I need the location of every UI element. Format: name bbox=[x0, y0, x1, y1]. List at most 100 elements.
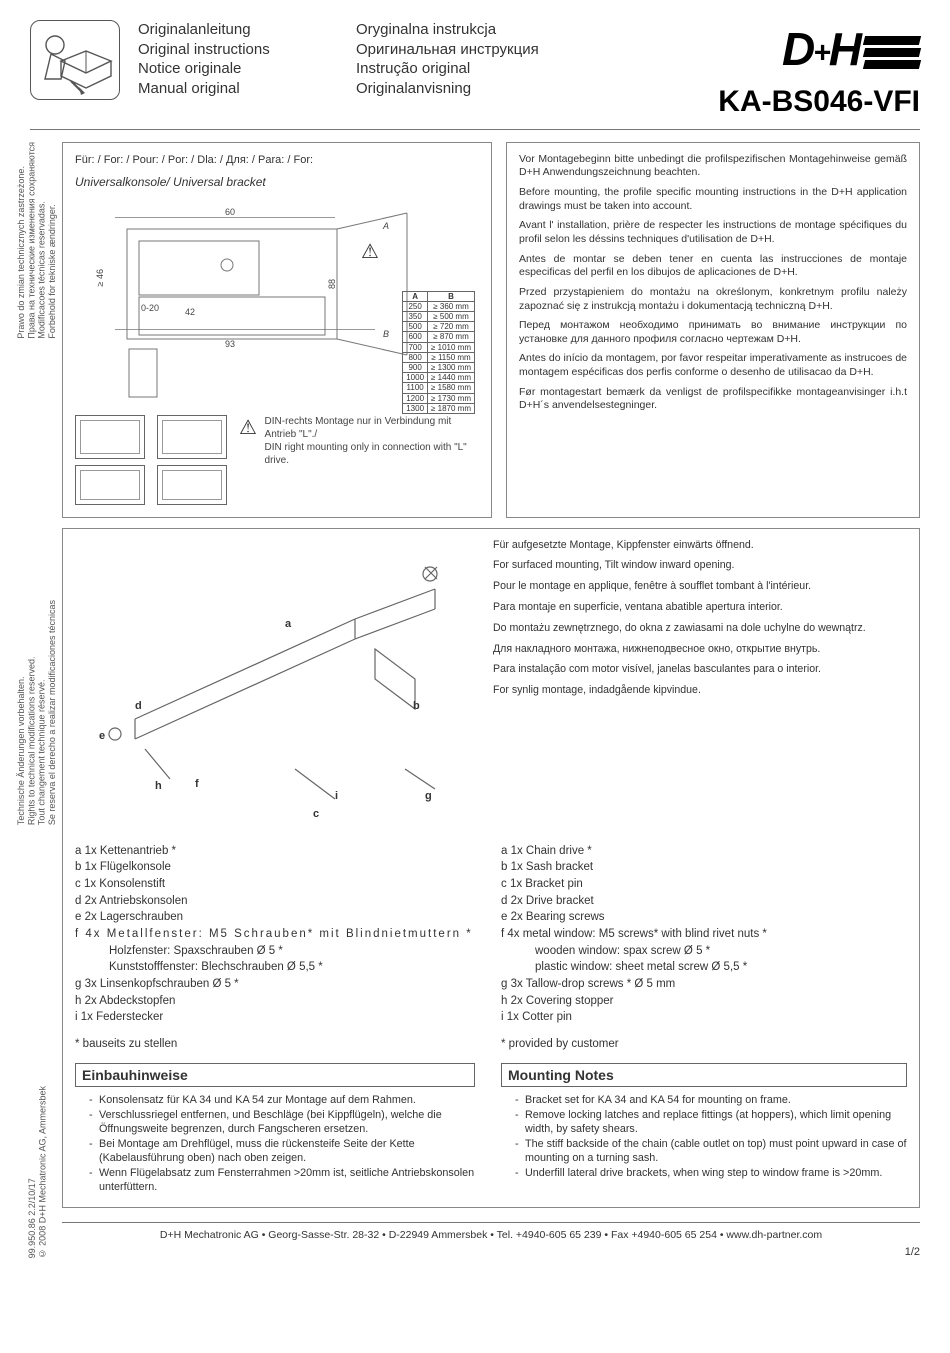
warn-text: Antes do início da montagem, por favor r… bbox=[519, 352, 907, 379]
mounting-description: Für aufgesetzte Montage, Kippfenster ein… bbox=[493, 539, 907, 839]
lang-line: Oryginalna instrukcja bbox=[356, 20, 576, 40]
install-item: The stiff backside of the chain (cable o… bbox=[515, 1137, 907, 1166]
part-line: d 2x Drive bracket bbox=[501, 893, 907, 910]
lang-line: Manual original bbox=[138, 79, 338, 99]
dim-label: 42 bbox=[185, 307, 195, 319]
window-symbol-icon bbox=[75, 465, 145, 505]
part-line: f 4x Metallfenster: M5 Schrauben* mit Bl… bbox=[75, 926, 475, 943]
dim-label: 60 bbox=[225, 207, 235, 219]
section-title-en: Mounting Notes bbox=[501, 1063, 907, 1087]
lang-line: Original instructions bbox=[138, 40, 338, 60]
part-line: a 1x Chain drive * bbox=[501, 843, 907, 860]
brand-logo: D+H bbox=[594, 20, 920, 80]
page-number: 1/2 bbox=[62, 1245, 920, 1259]
dim-label: 93 bbox=[225, 339, 235, 351]
desc-line: Para montaje en superficie, ventana abat… bbox=[493, 601, 907, 615]
margin-note: Prawo do zmian technicznych zastrzeżone.… bbox=[16, 142, 57, 339]
lang-line: Оригинальная инструкция bbox=[356, 40, 576, 60]
product-code: KA-BS046-VFI bbox=[594, 82, 920, 121]
din-note-text: DIN right mounting only in connection wi… bbox=[265, 441, 479, 467]
desc-line: For synlig montage, indadgående kipvindu… bbox=[493, 684, 907, 698]
install-notes-en: Bracket set for KA 34 and KA 54 for moun… bbox=[501, 1093, 907, 1180]
manual-icon bbox=[30, 20, 120, 100]
desc-line: Para instalação com motor visível, janel… bbox=[493, 663, 907, 677]
exploded-drawing: a b c d e f g h i bbox=[75, 539, 475, 839]
desc-line: Для накладного монтажа, нижнеподвесное о… bbox=[493, 643, 907, 657]
ab-dimension-table: AB 250≥ 360 mm 350≥ 500 mm 500≥ 720 mm 6… bbox=[402, 291, 475, 414]
window-symbol-icon bbox=[157, 415, 227, 459]
part-line: e 2x Lagerschrauben bbox=[75, 909, 475, 926]
lang-col-2: Oryginalna instrukcja Оригинальная инстр… bbox=[356, 20, 576, 98]
din-note-text: DIN-rechts Montage nur in Verbindung mit… bbox=[265, 415, 479, 441]
part-line: h 2x Abdeckstopfen bbox=[75, 993, 475, 1010]
install-item: Wenn Flügelabsatz zum Fensterrahmen >20m… bbox=[89, 1166, 475, 1195]
part-line: e 2x Bearing screws bbox=[501, 909, 907, 926]
brand-block: D+H KA-BS046-VFI bbox=[594, 20, 920, 121]
install-item: Bracket set for KA 34 and KA 54 for moun… bbox=[515, 1093, 907, 1108]
dim-label: 0-20 bbox=[141, 303, 159, 315]
left-margin-notes: Prawo do zmian technicznych zastrzeżone.… bbox=[30, 142, 44, 1259]
warn-text: Før montagestart bemærk da venligst de p… bbox=[519, 386, 907, 413]
for-line: Für: / For: / Pour: / Por: / Dla: / Для:… bbox=[75, 153, 479, 167]
part-line: d 2x Antriebskonsolen bbox=[75, 893, 475, 910]
install-item: Verschlussriegel entfernen, und Beschläg… bbox=[89, 1108, 475, 1137]
warn-text: Antes de montar se deben tener en cuenta… bbox=[519, 253, 907, 280]
lang-line: Originalanvisning bbox=[356, 79, 576, 99]
part-line: i 1x Cotter pin bbox=[501, 1009, 907, 1026]
dim-label: B bbox=[383, 329, 389, 341]
footer: D+H Mechatronic AG • Georg-Sasse-Str. 28… bbox=[62, 1222, 920, 1243]
install-item: Bei Montage am Drehflügel, muss die rück… bbox=[89, 1137, 475, 1166]
technical-drawing: 60 ≥ 46 0-20 42 93 88 A B AB 250≥ 360 mm… bbox=[75, 199, 479, 409]
part-line: b 1x Flügelkonsole bbox=[75, 859, 475, 876]
part-line: f 4x metal window: M5 screws* with blind… bbox=[501, 926, 907, 943]
dim-label: 88 bbox=[327, 279, 339, 289]
install-item: Underfill lateral drive brackets, when w… bbox=[515, 1166, 907, 1181]
desc-line: For surfaced mounting, Tilt window inwar… bbox=[493, 559, 907, 573]
warn-text: Перед монтажом необходимо принимать во в… bbox=[519, 319, 907, 346]
warning-icon bbox=[239, 415, 259, 435]
header: Originalanleitung Original instructions … bbox=[30, 20, 920, 121]
panel-bracket-drawing: Für: / For: / Pour: / Por: / Dla: / Для:… bbox=[62, 142, 492, 518]
desc-line: Pour le montage en applique, fenêtre à s… bbox=[493, 580, 907, 594]
warning-icon bbox=[361, 239, 383, 262]
part-line: b 1x Sash bracket bbox=[501, 859, 907, 876]
install-item: Remove locking latches and replace fitti… bbox=[515, 1108, 907, 1137]
part-line: g 3x Tallow-drop screws * Ø 5 mm bbox=[501, 976, 907, 993]
warn-text: Before mounting, the profile specific mo… bbox=[519, 186, 907, 213]
part-line: a 1x Kettenantrieb * bbox=[75, 843, 475, 860]
desc-line: Do montażu zewnętrznego, do okna z zawia… bbox=[493, 622, 907, 636]
dim-label: A bbox=[383, 221, 389, 233]
part-line: h 2x Covering stopper bbox=[501, 993, 907, 1010]
desc-line: Für aufgesetzte Montage, Kippfenster ein… bbox=[493, 539, 907, 553]
section-title-de: Einbauhinweise bbox=[75, 1063, 475, 1087]
window-symbol-icon bbox=[157, 465, 227, 505]
install-notes-de: Konsolensatz für KA 34 und KA 54 zur Mon… bbox=[75, 1093, 475, 1195]
lang-line: Originalanleitung bbox=[138, 20, 338, 40]
dim-label: ≥ 46 bbox=[95, 269, 107, 286]
panel-mounting-warning: Vor Montagebeginn bitte unbedingt die pr… bbox=[506, 142, 920, 518]
bracket-subtitle: Universalkonsole/ Universal bracket bbox=[75, 175, 479, 191]
din-note: DIN-rechts Montage nur in Verbindung mit… bbox=[239, 415, 479, 467]
part-line: i 1x Federstecker bbox=[75, 1009, 475, 1026]
part-line: Holzfenster: Spaxschrauben Ø 5 * bbox=[75, 943, 475, 960]
lang-line: Instrução original bbox=[356, 59, 576, 79]
window-symbol-icon bbox=[75, 415, 145, 459]
part-line: plastic window: sheet metal screw Ø 5,5 … bbox=[501, 959, 907, 976]
table-head: A bbox=[403, 291, 428, 301]
margin-note: Technische Änderungen vorbehalten. Right… bbox=[16, 600, 57, 825]
lang-line: Notice originale bbox=[138, 59, 338, 79]
install-item: Konsolensatz für KA 34 und KA 54 zur Mon… bbox=[89, 1093, 475, 1108]
part-line: Kunststofffenster: Blechschrauben Ø 5,5 … bbox=[75, 959, 475, 976]
panel-parts: a b c d e f g h i bbox=[62, 528, 920, 1208]
footer-line: D+H Mechatronic AG • Georg-Sasse-Str. 28… bbox=[62, 1229, 920, 1243]
part-line: wooden window: spax screw Ø 5 * bbox=[501, 943, 907, 960]
part-line: c 1x Konsolenstift bbox=[75, 876, 475, 893]
margin-note: 99.950.86 2.2/10/17 © 2008 D+H Mechatron… bbox=[27, 1086, 48, 1258]
lang-col-1: Originalanleitung Original instructions … bbox=[138, 20, 338, 98]
part-line: c 1x Bracket pin bbox=[501, 876, 907, 893]
warn-text: Vor Montagebeginn bitte unbedingt die pr… bbox=[519, 153, 907, 180]
symbol-row: DIN-rechts Montage nur in Verbindung mit… bbox=[75, 415, 479, 505]
part-note: * provided by customer bbox=[501, 1036, 907, 1053]
parts-list-en: a 1x Chain drive * b 1x Sash bracket c 1… bbox=[501, 843, 907, 1053]
part-note: * bauseits zu stellen bbox=[75, 1036, 475, 1053]
